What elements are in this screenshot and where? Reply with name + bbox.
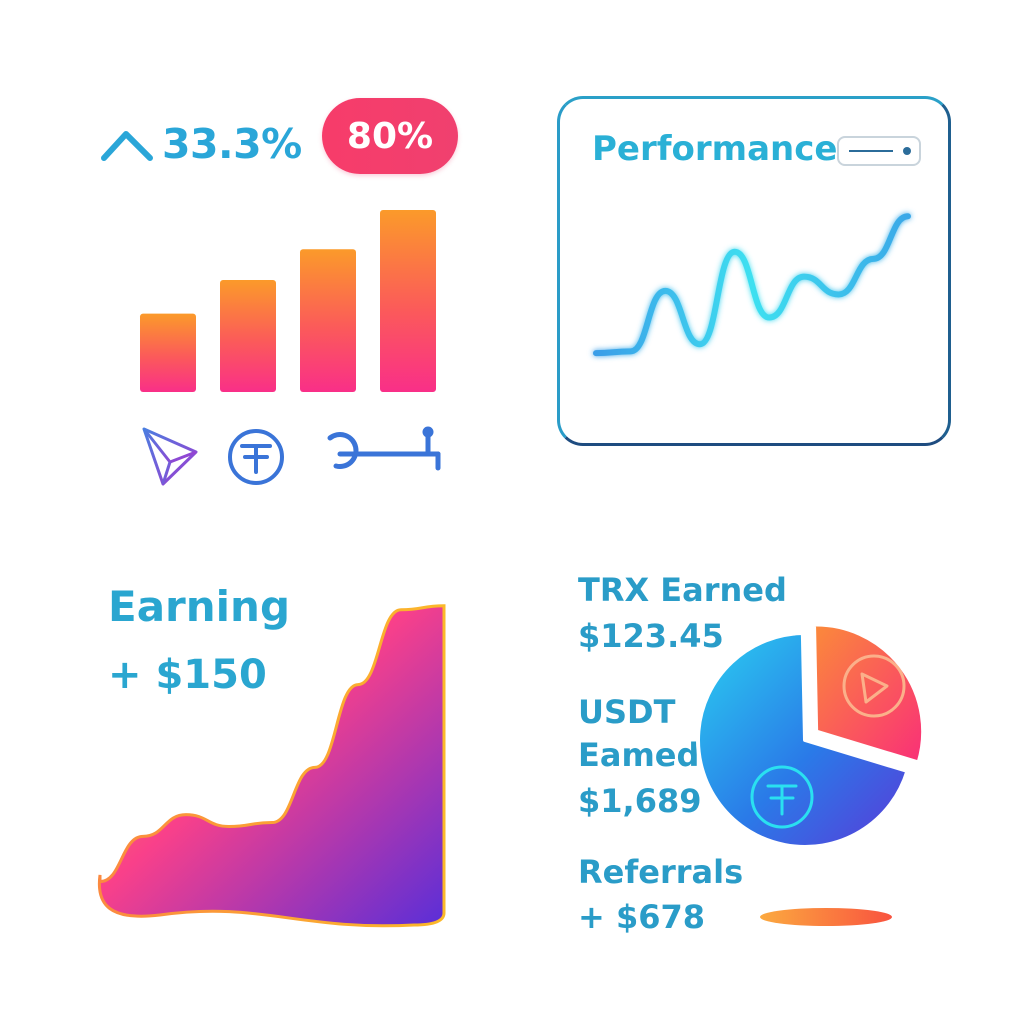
referrals-label: Referrals — [578, 853, 744, 891]
pie-shadow — [760, 908, 892, 926]
performance-line — [593, 213, 911, 357]
usdt-earned-label: Eamed — [578, 736, 700, 774]
change-indicator: 33.3% — [100, 118, 302, 170]
usdt-earned-value: $1,689 — [578, 782, 702, 820]
bar-1 — [140, 313, 196, 392]
earning-area — [97, 604, 446, 928]
performance-card: Performance — [557, 96, 951, 446]
earning-title: Earning — [108, 582, 291, 631]
performance-title: Performance — [592, 129, 838, 169]
toggle-line — [849, 150, 893, 152]
trx-earned-label: TRX Earned — [578, 571, 787, 609]
percent-badge: 80% — [322, 98, 458, 174]
tether-coin-icon — [750, 765, 814, 829]
pie-slice-trx — [812, 622, 926, 765]
bar-2 — [220, 280, 276, 392]
tron-icon — [142, 427, 198, 486]
referrals-value: + $678 — [578, 898, 706, 936]
bar-panel: 33.3% 80% — [0, 0, 512, 512]
pie-slice-usdt — [696, 631, 910, 849]
usdt-label: USDT — [578, 693, 676, 731]
bar-4 — [380, 210, 436, 392]
trx-earned-value: $123.45 — [578, 617, 724, 655]
earning-value: + $150 — [108, 652, 267, 698]
tron-coin-icon — [842, 654, 906, 718]
change-percent: 33.3% — [162, 120, 302, 168]
timeframe-toggle[interactable] — [837, 136, 921, 166]
up-arrow-icon — [101, 131, 153, 161]
toggle-dot — [903, 147, 911, 155]
tether-icon — [228, 429, 284, 485]
bar-3 — [300, 249, 356, 392]
tool-icon — [327, 426, 441, 471]
